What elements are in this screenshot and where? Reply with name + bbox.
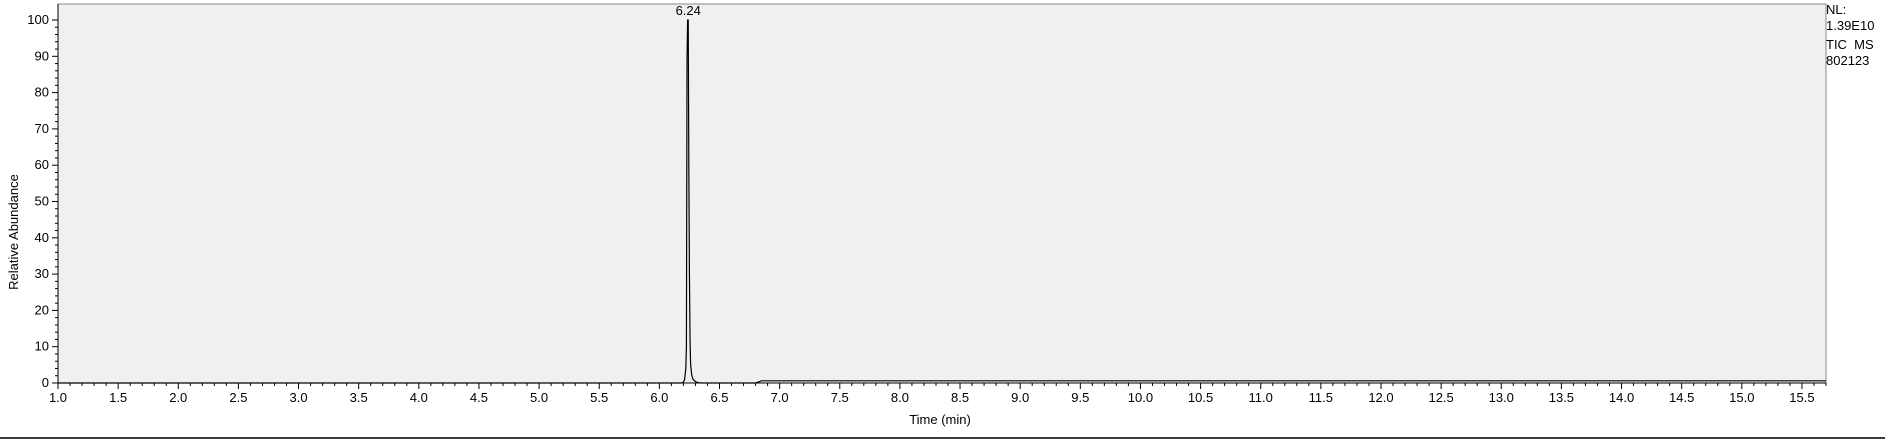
y-tick-label: 10: [35, 339, 49, 354]
y-tick-label: 30: [35, 266, 49, 281]
y-axis-title: Relative Abundance: [6, 174, 21, 290]
y-tick-label: 20: [35, 302, 49, 317]
x-tick-label: 7.5: [831, 390, 849, 405]
y-tick-label: 70: [35, 121, 49, 136]
nl-label: NL:: [1826, 2, 1847, 17]
x-tick-label: 15.0: [1729, 390, 1754, 405]
plot-background: [57, 3, 1827, 384]
scan-filter: TIC MS: [1826, 37, 1874, 52]
peak-label: 6.24: [676, 3, 701, 18]
x-tick-label: 9.0: [1011, 390, 1029, 405]
x-tick-label: 2.5: [229, 390, 247, 405]
x-tick-label: 7.0: [771, 390, 789, 405]
y-tick-label: 50: [35, 194, 49, 209]
x-tick-label: 9.5: [1071, 390, 1089, 405]
x-axis-title: Time (min): [909, 412, 971, 427]
x-tick-label: 8.5: [951, 390, 969, 405]
y-tick-label: 40: [35, 230, 49, 245]
x-tick-label: 6.0: [650, 390, 668, 405]
x-tick-label: 1.5: [109, 390, 127, 405]
y-tick-label: 0: [42, 375, 49, 390]
x-tick-label: 4.5: [470, 390, 488, 405]
x-tick-label: 14.0: [1609, 390, 1634, 405]
x-tick-label: 11.0: [1249, 390, 1273, 405]
y-tick-label: 80: [35, 85, 49, 100]
nl-value: 1.39E10: [1826, 18, 1875, 33]
sample-name: 802123: [1826, 53, 1870, 68]
x-tick-label: 11.5: [1309, 390, 1333, 405]
x-tick-label: 2.0: [169, 390, 187, 405]
x-tick-label: 14.5: [1669, 390, 1694, 405]
x-tick-label: 12.0: [1368, 390, 1393, 405]
x-tick-label: 8.0: [891, 390, 909, 405]
y-tick-label: 100: [27, 12, 49, 27]
y-tick-label: 90: [35, 48, 49, 63]
x-tick-label: 15.5: [1789, 390, 1814, 405]
x-tick-label: 3.5: [350, 390, 368, 405]
bottom-divider: [0, 437, 1885, 439]
x-tick-label: 6.5: [710, 390, 728, 405]
x-tick-label: 10.0: [1128, 390, 1153, 405]
x-tick-label: 5.0: [530, 390, 548, 405]
y-tick-label: 60: [35, 157, 49, 172]
x-tick-label: 10.5: [1188, 390, 1213, 405]
x-tick-label: 4.0: [410, 390, 428, 405]
x-tick-label: 1.0: [49, 390, 67, 405]
x-tick-label: 12.5: [1428, 390, 1453, 405]
x-tick-label: 3.0: [290, 390, 308, 405]
x-tick-label: 13.5: [1549, 390, 1574, 405]
x-tick-label: 13.0: [1489, 390, 1514, 405]
x-tick-label: 5.5: [590, 390, 608, 405]
